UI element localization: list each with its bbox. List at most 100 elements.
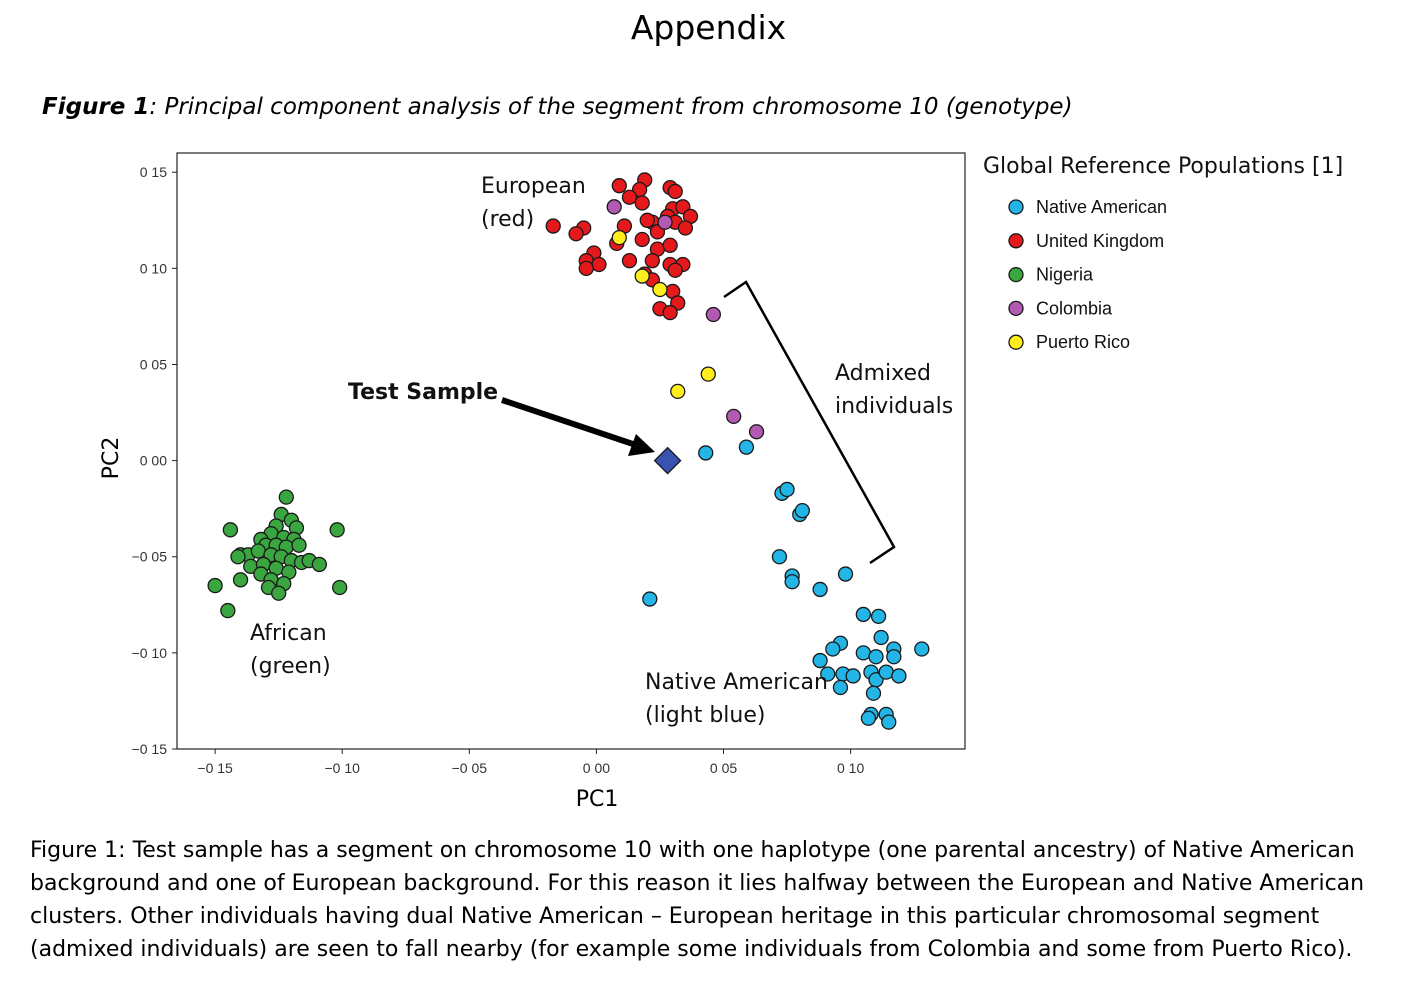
point-native-american (845, 668, 861, 684)
y-tick-label: −0 15 (132, 741, 168, 757)
point-native-american (812, 581, 828, 598)
figure-caption: Figure 1: Test sample has a segment on c… (30, 838, 1365, 962)
annotation-african-line1: African (250, 621, 327, 646)
point-native-american (855, 606, 871, 623)
legend-label-puerto-rico: Puerto Rico (1036, 332, 1130, 352)
point-united-kingdom (591, 256, 607, 273)
data-points (207, 172, 930, 730)
point-united-kingdom (634, 195, 650, 211)
x-tick-label: 0 05 (710, 760, 737, 776)
point-united-kingdom (611, 178, 627, 194)
point-native-american (886, 649, 902, 665)
page-title: Appendix (630, 8, 787, 47)
legend-label-colombia: Colombia (1036, 298, 1113, 318)
annotation-native-american-line1: Native American (645, 670, 828, 695)
point-native-american (860, 710, 877, 726)
y-tick-label: 0 00 (140, 453, 167, 469)
point-united-kingdom (578, 260, 594, 277)
point-native-american (820, 666, 836, 682)
point-nigeria (329, 522, 345, 538)
point-united-kingdom (667, 262, 683, 278)
y-tick-label: 0 10 (140, 260, 167, 276)
legend-marker-united-kingdom (1008, 233, 1024, 249)
point-united-kingdom (621, 253, 638, 269)
point-native-american (868, 649, 884, 665)
y-axis-label: PC2 (99, 437, 124, 480)
point-colombia (726, 408, 742, 425)
annotation-european-line1: European (481, 174, 586, 199)
legend-marker-nigeria (1008, 266, 1024, 283)
annotation-african-line2: (green) (250, 654, 331, 679)
point-native-american (878, 664, 894, 680)
legend-label-native-american: Native American (1036, 197, 1167, 217)
annotation-admixed-line2: individuals (835, 394, 953, 419)
point-united-kingdom (568, 226, 584, 242)
annotation-admixed: Admixed individuals (835, 361, 953, 419)
point-nigeria (278, 489, 294, 505)
point-colombia (606, 199, 622, 215)
x-tick-label: −0 05 (452, 760, 488, 776)
point-native-american (832, 679, 849, 696)
point-nigeria (291, 537, 307, 553)
point-united-kingdom (644, 253, 660, 269)
point-puerto-rico (634, 268, 650, 284)
point-nigeria (232, 572, 249, 588)
annotation-african: African (green) (250, 621, 334, 679)
point-united-kingdom (621, 189, 638, 205)
annotation-native-american: Native American (light blue) (645, 670, 835, 728)
legend-title: Global Reference Populations [1] (983, 154, 1343, 179)
point-united-kingdom (634, 231, 650, 248)
point-colombia (748, 424, 765, 440)
point-native-american (779, 481, 795, 498)
annotation-test-sample: Test Sample (348, 380, 498, 405)
point-united-kingdom (677, 220, 694, 236)
point-native-american (855, 645, 871, 661)
point-nigeria (250, 543, 266, 559)
point-united-kingdom (639, 212, 655, 228)
legend-label-united-kingdom: United Kingdom (1036, 231, 1164, 251)
point-native-american (881, 714, 897, 730)
point-nigeria (311, 556, 327, 573)
point-colombia (657, 214, 673, 230)
point-native-american (738, 439, 755, 455)
plot-frame (176, 152, 966, 750)
x-tick-label: 0 00 (583, 760, 610, 776)
y-tick-label: 0 15 (140, 164, 167, 180)
point-united-kingdom (662, 237, 678, 253)
y-tick-label: −0 10 (132, 645, 168, 661)
y-tick-label: −0 05 (132, 549, 168, 565)
point-nigeria (230, 549, 246, 565)
point-nigeria (271, 585, 287, 601)
legend-marker-colombia (1008, 300, 1024, 317)
point-native-american (873, 629, 889, 646)
legend-marker-puerto-rico (1008, 334, 1024, 350)
point-puerto-rico (652, 281, 668, 298)
x-axis-ticks: −0 15 −0 10 −0 05 0 00 0 05 0 10 (197, 749, 864, 776)
x-tick-label: −0 10 (325, 760, 361, 776)
test-sample-marker (653, 446, 682, 475)
point-puerto-rico (611, 229, 627, 246)
annotation-admixed-line1: Admixed (835, 361, 931, 386)
point-native-american (870, 608, 887, 624)
figure-label: Figure 1 (42, 94, 150, 120)
admixed-bracket (723, 280, 896, 565)
figure-heading-text: : Principal component analysis of the se… (149, 94, 1073, 120)
point-nigeria (332, 579, 348, 596)
x-tick-label: −0 15 (197, 760, 233, 776)
point-native-american (642, 591, 658, 607)
point-puerto-rico (700, 366, 716, 382)
point-native-american (812, 652, 828, 669)
point-native-american (698, 445, 714, 461)
point-united-kingdom (667, 183, 683, 200)
point-native-american (771, 549, 788, 565)
point-native-american (865, 685, 882, 701)
annotation-european: European (red) (481, 174, 593, 232)
y-tick-label: 0 05 (140, 356, 167, 372)
point-puerto-rico (670, 383, 686, 400)
legend: Native American United Kingdom Nigeria Colo… (1008, 197, 1167, 352)
point-native-american (825, 641, 841, 657)
point-native-american (891, 668, 907, 684)
x-tick-label: 0 10 (837, 760, 864, 776)
legend-marker-native-american (1008, 199, 1024, 215)
annotation-native-american-line2: (light blue) (645, 703, 765, 728)
